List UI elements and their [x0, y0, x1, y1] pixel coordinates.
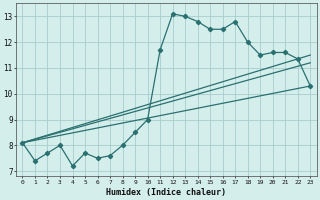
X-axis label: Humidex (Indice chaleur): Humidex (Indice chaleur) — [106, 188, 226, 197]
